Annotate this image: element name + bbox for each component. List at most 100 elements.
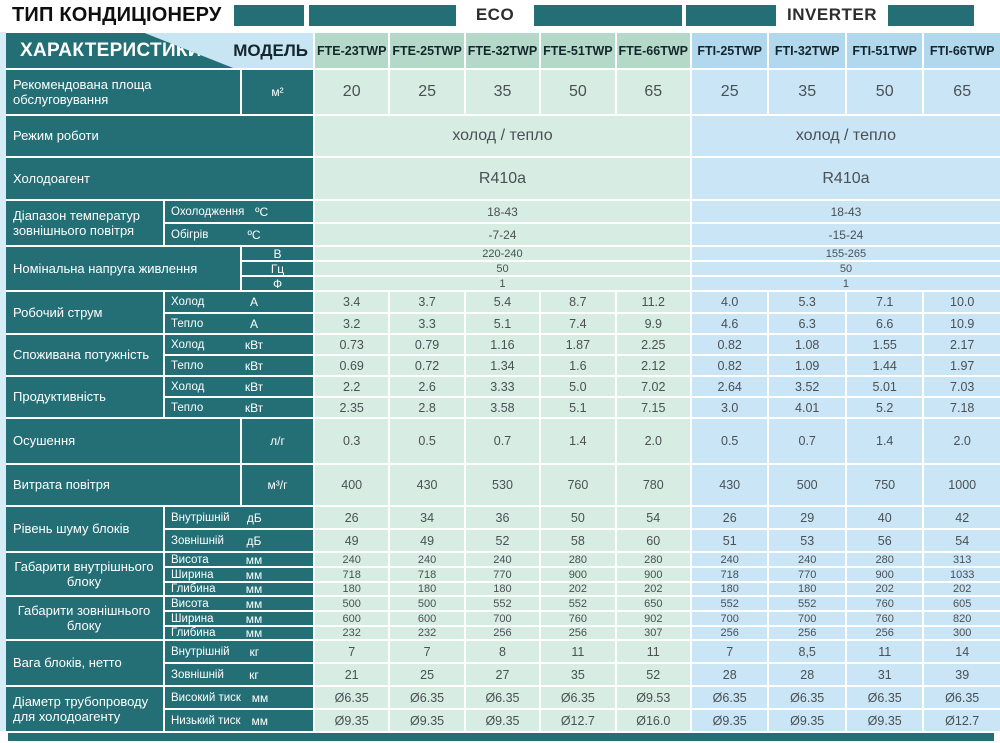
- air-flow-eco-value: 780: [616, 465, 690, 505]
- dehumidification-eco-value: 1.4: [541, 419, 615, 463]
- pipe-diameter-eco-value: Ø6.35: [465, 687, 540, 708]
- voltage-eco-value: 220-240: [315, 247, 690, 260]
- operating-current-label: Робочий струм: [6, 292, 163, 333]
- characteristics-label-bg: ХАРАКТЕРИСТИКИ: [6, 33, 234, 68]
- dehumidification-eco-value: 0.7: [465, 419, 540, 463]
- recommended-area-eco-value: 50: [541, 70, 615, 114]
- pipe-diameter-eco-value: Ø12.7: [541, 710, 615, 731]
- noise-level-inverter-value: 56: [846, 530, 923, 551]
- recommended-area-eco-value: 20: [315, 70, 389, 114]
- outdoor-dimensions-unit: мм: [245, 597, 263, 610]
- pipe-diameter-unit: мм: [251, 690, 269, 705]
- outdoor-dimensions-sub-row: Ширина мм: [165, 612, 313, 625]
- indoor-dimensions-inverter-value: 313: [924, 553, 1000, 566]
- noise-level-eco-value: 49: [315, 530, 389, 551]
- power-consumption-eco-value: 2.25: [616, 335, 690, 354]
- indoor-dimensions-eco-value: 180: [315, 583, 389, 595]
- indoor-dimensions-inverter-value: 180: [691, 583, 768, 595]
- indoor-dimensions-unit: мм: [245, 568, 263, 581]
- refrigerant-inverter-value: R410a: [691, 158, 1000, 199]
- temp-range-inverter-value: 18-43: [691, 201, 1000, 222]
- operating-current-inverter-value: 6.6: [846, 314, 923, 333]
- net-weight-inverter-value: 11: [846, 641, 923, 662]
- air-flow-inverter-value: 1000: [924, 465, 1000, 505]
- outdoor-dimensions-inverter-value: 300: [924, 627, 1000, 639]
- operating-current-inverter-value: 4.0: [691, 292, 768, 312]
- indoor-dimensions-eco-value: 718: [315, 568, 389, 581]
- capacity-eco-value: 3.33: [465, 377, 540, 396]
- temp-range-sub-label: Охолодження: [171, 205, 245, 218]
- noise-level-inverter-value: 26: [691, 507, 768, 528]
- capacity-unit: кВт: [244, 400, 264, 415]
- model-header-eco: FTE-32TWP: [465, 33, 540, 68]
- operating-current-eco-value: 9.9: [616, 314, 690, 333]
- indoor-dimensions-eco-value: 770: [465, 568, 540, 581]
- net-weight-eco-value: 8: [465, 641, 540, 662]
- model-header-inverter: FTI-66TWP: [924, 33, 1000, 68]
- pipe-diameter-inverter-value: Ø9.35: [691, 710, 768, 731]
- operating-current-eco-value: 3.2: [315, 314, 389, 333]
- temp-range-inverter-value: -15-24: [691, 224, 1000, 245]
- indoor-dimensions-unit: мм: [245, 553, 263, 566]
- indoor-dimensions-unit: мм: [245, 583, 263, 595]
- header-bar: [888, 4, 974, 26]
- noise-level-eco-value: 26: [315, 507, 389, 528]
- left-accent-strip: [0, 32, 6, 731]
- outdoor-dimensions-unit: мм: [245, 627, 263, 639]
- power-consumption-eco-value: 2.12: [616, 356, 690, 375]
- power-consumption-inverter-value: 2.17: [924, 335, 1000, 354]
- operating-current-unit: А: [249, 316, 258, 331]
- net-weight-sub-label: Внутрішній: [171, 645, 230, 658]
- pipe-diameter-eco-value: Ø6.35: [315, 687, 389, 708]
- air-flow-eco-value: 760: [541, 465, 615, 505]
- indoor-dimensions-inverter-value: 718: [691, 568, 768, 581]
- air-flow-eco-value: 430: [390, 465, 464, 505]
- capacity-eco-value: 5.1: [541, 398, 615, 417]
- pipe-diameter-inverter-value: Ø6.35: [769, 687, 845, 708]
- indoor-dimensions-sub-label: Ширина: [171, 568, 214, 581]
- indoor-dimensions-eco-value: 280: [616, 553, 690, 566]
- indoor-dimensions-sub-row: Ширина мм: [165, 568, 313, 581]
- indoor-dimensions-eco-value: 900: [616, 568, 690, 581]
- pipe-diameter-eco-value: Ø6.35: [541, 687, 615, 708]
- characteristics-label: ХАРАКТЕРИСТИКИ: [20, 39, 202, 61]
- type-header-row: ТИП КОНДИЦІОНЕРУ ECO INVERTER: [0, 0, 1000, 30]
- noise-level-sub-label: Внутрішній: [171, 511, 230, 524]
- operating-current-sub-label: Тепло: [171, 317, 204, 330]
- voltage-eco-value: 1: [315, 277, 690, 290]
- net-weight-sub-label: Зовнішній: [171, 668, 224, 681]
- refrigerant-eco-value: R410a: [315, 158, 690, 199]
- capacity-sub-row: Тепло кВт: [165, 398, 313, 417]
- outdoor-dimensions-eco-value: 232: [390, 627, 464, 639]
- net-weight-unit: кг: [249, 644, 260, 659]
- indoor-dimensions-eco-value: 202: [541, 583, 615, 595]
- indoor-dimensions-sub-label: Висота: [171, 553, 209, 566]
- capacity-eco-value: 3.58: [465, 398, 540, 417]
- capacity-inverter-value: 5.2: [846, 398, 923, 417]
- operating-current-eco-value: 3.3: [390, 314, 464, 333]
- outdoor-dimensions-inverter-value: 256: [769, 627, 845, 639]
- noise-level-label: Рівень шуму блоків: [6, 507, 163, 551]
- recommended-area-inverter-value: 50: [846, 70, 923, 114]
- air-flow-eco-value: 530: [465, 465, 540, 505]
- temp-range-eco-value: 18-43: [315, 201, 690, 222]
- eco-section-label: ECO: [475, 5, 515, 24]
- outdoor-dimensions-eco-value: 700: [465, 612, 540, 625]
- power-consumption-inverter-value: 0.82: [691, 356, 768, 375]
- noise-level-eco-value: 52: [465, 530, 540, 551]
- indoor-dimensions-inverter-value: 240: [691, 553, 768, 566]
- operating-current-sub-label: Холод: [171, 296, 205, 308]
- capacity-sub-label: Тепло: [171, 401, 204, 414]
- outdoor-dimensions-unit: мм: [245, 612, 263, 625]
- outdoor-dimensions-inverter-value: 700: [691, 612, 768, 625]
- net-weight-eco-value: 25: [390, 664, 464, 685]
- capacity-eco-value: 2.35: [315, 398, 389, 417]
- capacity-unit: кВт: [244, 379, 264, 394]
- operating-current-sub-row: Холод А: [165, 292, 313, 312]
- net-weight-eco-value: 52: [616, 664, 690, 685]
- power-consumption-inverter-value: 1.97: [924, 356, 1000, 375]
- temp-range-sub-label: Обігрів: [171, 228, 209, 241]
- spec-table: ХАРАКТЕРИСТИКИ МОДЕЛЬ FTE-23TWP FTE-25TWP…: [6, 33, 1000, 731]
- header-bar: [534, 4, 682, 26]
- power-consumption-inverter-value: 0.82: [691, 335, 768, 354]
